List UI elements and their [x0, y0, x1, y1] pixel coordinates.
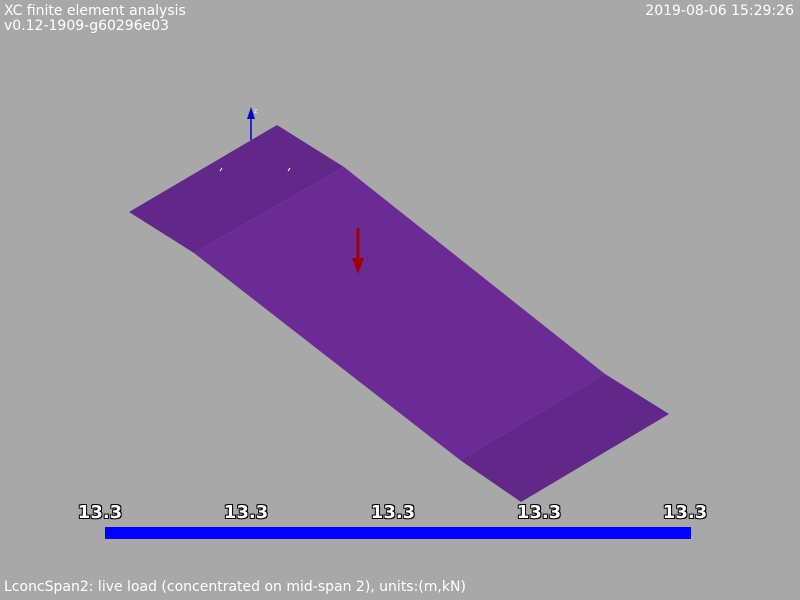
node-marker [219, 167, 223, 172]
app-title: XC finite element analysis [4, 3, 186, 19]
scale-label: 13.3 [516, 502, 562, 523]
scale-labels: 13.3 13.3 13.3 13.3 13.3 [0, 502, 800, 524]
color-scale-bar [105, 527, 691, 539]
slab-end-span-right [460, 374, 669, 502]
scale-label: 13.3 [370, 502, 416, 523]
timestamp: 2019-08-06 15:29:26 [645, 3, 794, 19]
z-axis-icon: z [247, 107, 257, 140]
slab-end-span-left [129, 125, 344, 253]
scale-label: 13.3 [77, 502, 123, 523]
scale-label: 13.3 [662, 502, 708, 523]
axis-label: z [254, 108, 257, 115]
load-case-caption: LconcSpan2: live load (concentrated on m… [4, 579, 466, 595]
load-arrow-icon [352, 228, 364, 274]
node-marker [287, 167, 291, 172]
scale-label: 13.3 [223, 502, 269, 523]
slab-mid-span [194, 167, 605, 460]
app-version: v0.12-1909-g60296e03 [4, 18, 170, 34]
